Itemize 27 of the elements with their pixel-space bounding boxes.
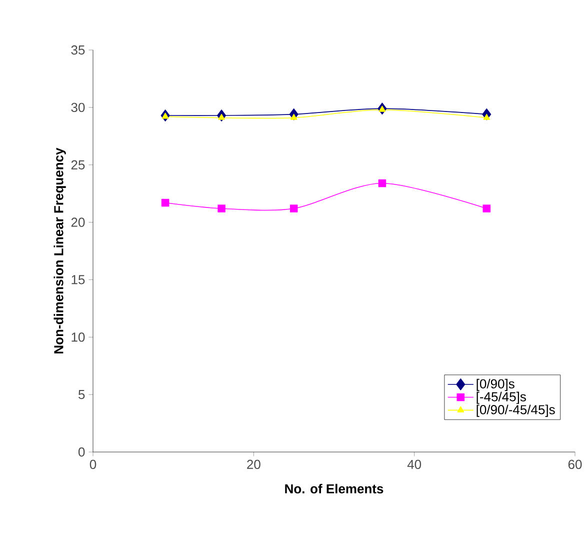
point xyxy=(162,112,169,119)
y-tick-label: 25 xyxy=(71,160,85,170)
legend-label: [0/90]s xyxy=(476,378,514,391)
y-tick-label: 15 xyxy=(72,275,85,284)
y-tick-label: 30 xyxy=(71,102,85,112)
point xyxy=(378,179,386,188)
point xyxy=(218,204,226,212)
point xyxy=(483,114,490,120)
y-tick-label: 20 xyxy=(71,218,85,227)
point xyxy=(290,114,298,120)
x-tick-label: 0 xyxy=(90,460,96,470)
x-tick-label: 40 xyxy=(407,460,422,470)
point xyxy=(218,114,225,120)
legend-label: [-45/45]s xyxy=(476,392,526,404)
x-tick-label: 60 xyxy=(568,460,582,470)
y-tick-label: 35 xyxy=(71,45,85,55)
x-tick-label: 20 xyxy=(247,460,260,470)
x-axis-title: No. of Elements xyxy=(285,484,384,494)
y-tick-label: 5 xyxy=(78,390,85,400)
point xyxy=(482,204,491,212)
y-axis-title: Non-dimension Linear Frequency xyxy=(54,148,66,354)
point xyxy=(161,198,170,207)
legend-label: [0/90/-45/45]s xyxy=(476,404,555,417)
y-tick-label: 0 xyxy=(78,447,85,457)
point xyxy=(378,106,386,112)
point xyxy=(290,204,298,212)
y-tick-label: 10 xyxy=(72,332,85,342)
